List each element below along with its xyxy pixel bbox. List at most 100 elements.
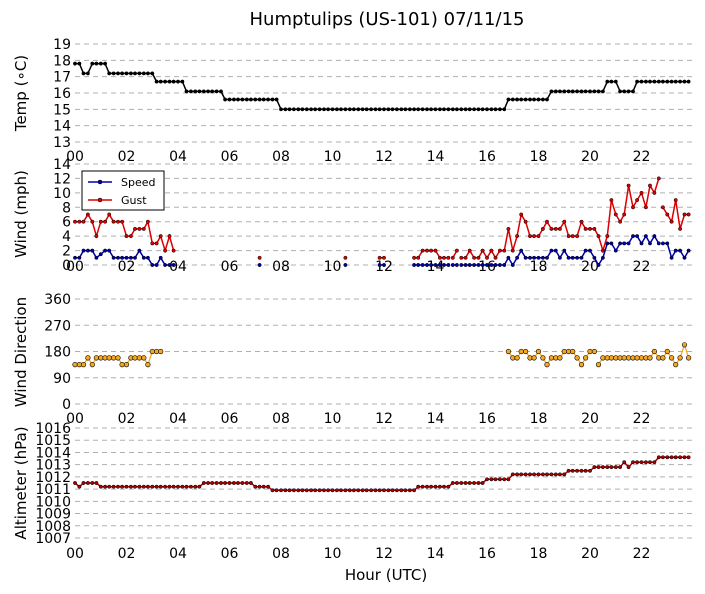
x-tick-label: 06	[221, 149, 239, 165]
series-1	[73, 61, 691, 112]
data-point	[119, 362, 125, 368]
data-point	[618, 89, 623, 94]
data-point	[472, 263, 477, 267]
data-point	[90, 61, 95, 66]
data-point	[613, 79, 618, 84]
data-point	[454, 248, 459, 253]
data-point	[103, 248, 108, 253]
data-point	[626, 465, 631, 470]
x-tick-label: 00	[66, 149, 84, 165]
data-point	[528, 472, 532, 477]
data-point	[188, 484, 193, 489]
data-point	[515, 472, 520, 477]
data-point	[279, 488, 283, 493]
data-point	[549, 226, 554, 231]
data-point	[145, 255, 150, 260]
y-tick-label: 1010	[35, 494, 71, 510]
x-tick-label: 18	[530, 411, 548, 427]
data-point	[510, 355, 516, 361]
y-tick-label: 1015	[35, 433, 71, 449]
data-point	[639, 190, 644, 195]
data-point	[485, 263, 489, 267]
data-point	[592, 465, 597, 470]
data-point	[330, 107, 335, 112]
y-tick-label: 1011	[35, 482, 71, 498]
data-point	[193, 484, 198, 489]
data-point	[669, 255, 674, 260]
data-point	[686, 212, 691, 217]
data-point	[557, 355, 563, 361]
data-point	[587, 348, 593, 355]
x-tick-label: 08	[272, 259, 290, 275]
y-tick-label: 1009	[35, 507, 71, 523]
data-point	[257, 255, 262, 260]
data-point	[360, 107, 365, 112]
data-point	[150, 241, 155, 246]
data-point	[635, 79, 640, 84]
x-tick-label: 04	[169, 259, 187, 275]
data-point	[532, 234, 537, 239]
data-point	[579, 219, 584, 224]
data-point	[566, 89, 571, 94]
data-point	[98, 61, 103, 66]
data-point	[223, 97, 228, 102]
x-tick-label: 20	[581, 149, 599, 165]
data-point	[433, 484, 438, 489]
data-point	[300, 488, 305, 493]
x-tick-label: 10	[324, 259, 342, 275]
data-point	[446, 107, 451, 112]
data-point	[553, 226, 558, 231]
x-tick-label: 18	[530, 546, 548, 562]
data-point	[467, 248, 472, 253]
y-tick-label: 90	[53, 371, 71, 387]
data-point	[261, 97, 266, 102]
data-point	[150, 263, 155, 267]
data-point	[257, 263, 262, 267]
data-point	[111, 219, 116, 224]
data-point	[274, 97, 279, 102]
data-point	[167, 234, 172, 239]
data-point	[124, 255, 129, 260]
data-point	[399, 107, 404, 112]
data-point	[377, 255, 382, 260]
data-point	[420, 248, 425, 253]
data-point	[652, 234, 657, 239]
data-point	[682, 79, 687, 84]
data-point	[240, 97, 245, 102]
data-point	[677, 355, 683, 361]
data-point	[588, 89, 592, 94]
data-point	[420, 484, 425, 489]
data-point	[536, 472, 541, 477]
data-point	[339, 488, 343, 493]
data-point	[588, 226, 592, 231]
data-point	[686, 248, 691, 253]
data-point	[158, 255, 163, 260]
data-point	[575, 468, 580, 473]
data-point	[133, 255, 137, 260]
data-point	[136, 355, 142, 361]
data-point	[454, 481, 459, 485]
data-point	[570, 255, 575, 260]
data-point	[94, 255, 99, 260]
data-point	[73, 481, 77, 485]
data-point	[120, 219, 125, 224]
y-axis-label: Temp (∘C)	[12, 55, 30, 132]
data-point	[557, 255, 562, 260]
data-point	[141, 226, 146, 231]
data-point	[425, 248, 429, 253]
data-point	[553, 248, 558, 253]
data-point	[171, 248, 176, 253]
data-point	[351, 107, 356, 112]
data-point	[493, 477, 498, 482]
data-point	[343, 107, 348, 112]
data-point	[489, 248, 494, 253]
y-tick-label: 180	[44, 345, 71, 361]
data-point	[626, 183, 631, 188]
data-point	[442, 484, 446, 489]
data-point	[248, 97, 253, 102]
data-point	[111, 71, 116, 76]
legend: Speed Gust	[81, 170, 165, 211]
data-point	[622, 241, 627, 246]
data-point	[442, 255, 446, 260]
